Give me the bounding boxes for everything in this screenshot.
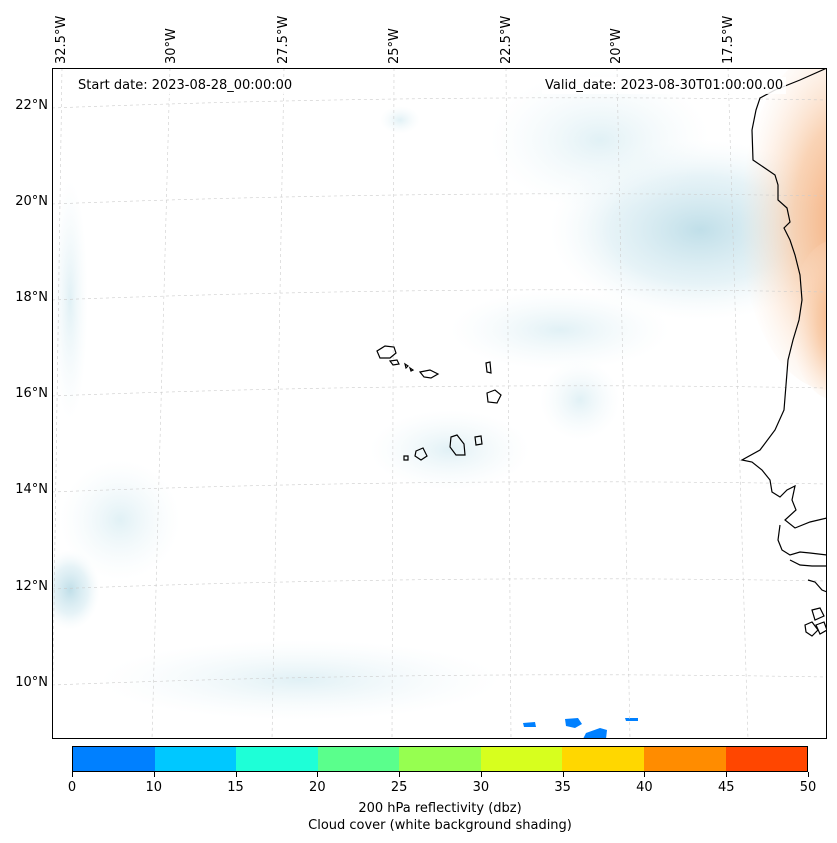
lon-label-27-5w: 27.5°W bbox=[276, 15, 291, 64]
colorbar-tick-mark bbox=[72, 772, 73, 777]
colorbar-tick-label: 45 bbox=[717, 780, 735, 795]
colorbar-tick-mark bbox=[562, 772, 564, 777]
colorbar-tick-mark bbox=[399, 772, 401, 777]
colorbar bbox=[72, 746, 808, 772]
colorbar-tick-mark bbox=[726, 772, 728, 777]
colorbar-tick-mark bbox=[317, 772, 319, 777]
colorbar-segment bbox=[725, 747, 808, 771]
colorbar-tick-mark bbox=[808, 772, 809, 777]
colorbar-segment bbox=[154, 747, 237, 771]
colorbar-tick-label: 25 bbox=[390, 780, 408, 795]
lon-label-32-5w: 32.5°W bbox=[54, 15, 69, 64]
map-frame bbox=[52, 68, 827, 739]
colorbar-label-cloud-cover: Cloud cover (white background shading) bbox=[308, 818, 572, 833]
lat-label-16n: 16°N bbox=[15, 386, 48, 401]
lat-label-20n: 20°N bbox=[15, 194, 48, 209]
lon-label-17-5w: 17.5°W bbox=[721, 15, 736, 64]
colorbar-tick-label: 30 bbox=[472, 780, 490, 795]
colorbar-tick-label: 0 bbox=[67, 780, 77, 795]
colorbar-tick-label: 10 bbox=[145, 780, 163, 795]
colorbar-tick-label: 15 bbox=[227, 780, 244, 795]
lon-label-25w: 25°W bbox=[387, 28, 402, 64]
colorbar-tick-mark bbox=[153, 772, 155, 777]
colorbar-tick-mark bbox=[480, 772, 482, 777]
colorbar-segment bbox=[399, 747, 481, 771]
colorbar-tick-mark bbox=[644, 772, 646, 777]
map-field bbox=[52, 68, 827, 739]
lon-label-30w: 30°W bbox=[164, 28, 179, 64]
colorbar-label-reflectivity: 200 hPa reflectivity (dbz) bbox=[358, 801, 522, 816]
colorbar-segment bbox=[480, 747, 563, 771]
lat-label-12n: 12°N bbox=[15, 579, 48, 594]
lon-label-22-5w: 22.5°W bbox=[499, 15, 514, 64]
coastline bbox=[740, 68, 827, 637]
lat-label-22n: 22°N bbox=[15, 98, 48, 113]
colorbar-segment bbox=[317, 747, 400, 771]
lat-label-10n: 10°N bbox=[15, 675, 48, 690]
colorbar-tick-label: 40 bbox=[636, 780, 653, 795]
start-date-label: Start date: 2023-08-28_00:00:00 bbox=[75, 77, 296, 94]
lat-label-14n: 14°N bbox=[15, 482, 48, 497]
valid-date-label: Valid_date: 2023-08-30T01:00:00.00 bbox=[542, 77, 787, 94]
lat-label-18n: 18°N bbox=[15, 290, 48, 305]
colorbar-tick-mark bbox=[235, 772, 237, 777]
colorbar-segment bbox=[73, 747, 155, 771]
islands bbox=[376, 345, 502, 461]
gridlines bbox=[52, 68, 827, 739]
colorbar-tick-label: 20 bbox=[309, 780, 326, 795]
colorbar-segment bbox=[562, 747, 644, 771]
colorbar-segment bbox=[236, 747, 318, 771]
colorbar-tick-label: 50 bbox=[799, 780, 817, 795]
lon-label-20w: 20°W bbox=[609, 28, 624, 64]
colorbar-segment bbox=[643, 747, 726, 771]
colorbar-tick-label: 35 bbox=[554, 780, 571, 795]
